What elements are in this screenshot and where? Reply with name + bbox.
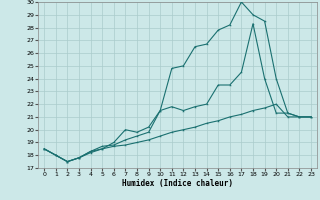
X-axis label: Humidex (Indice chaleur): Humidex (Indice chaleur) xyxy=(122,179,233,188)
